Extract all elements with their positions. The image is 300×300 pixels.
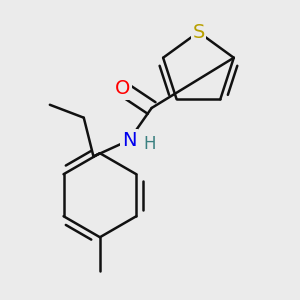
Text: N: N [122, 131, 136, 150]
Text: S: S [192, 22, 205, 42]
Text: O: O [115, 79, 130, 98]
Text: H: H [144, 134, 156, 152]
